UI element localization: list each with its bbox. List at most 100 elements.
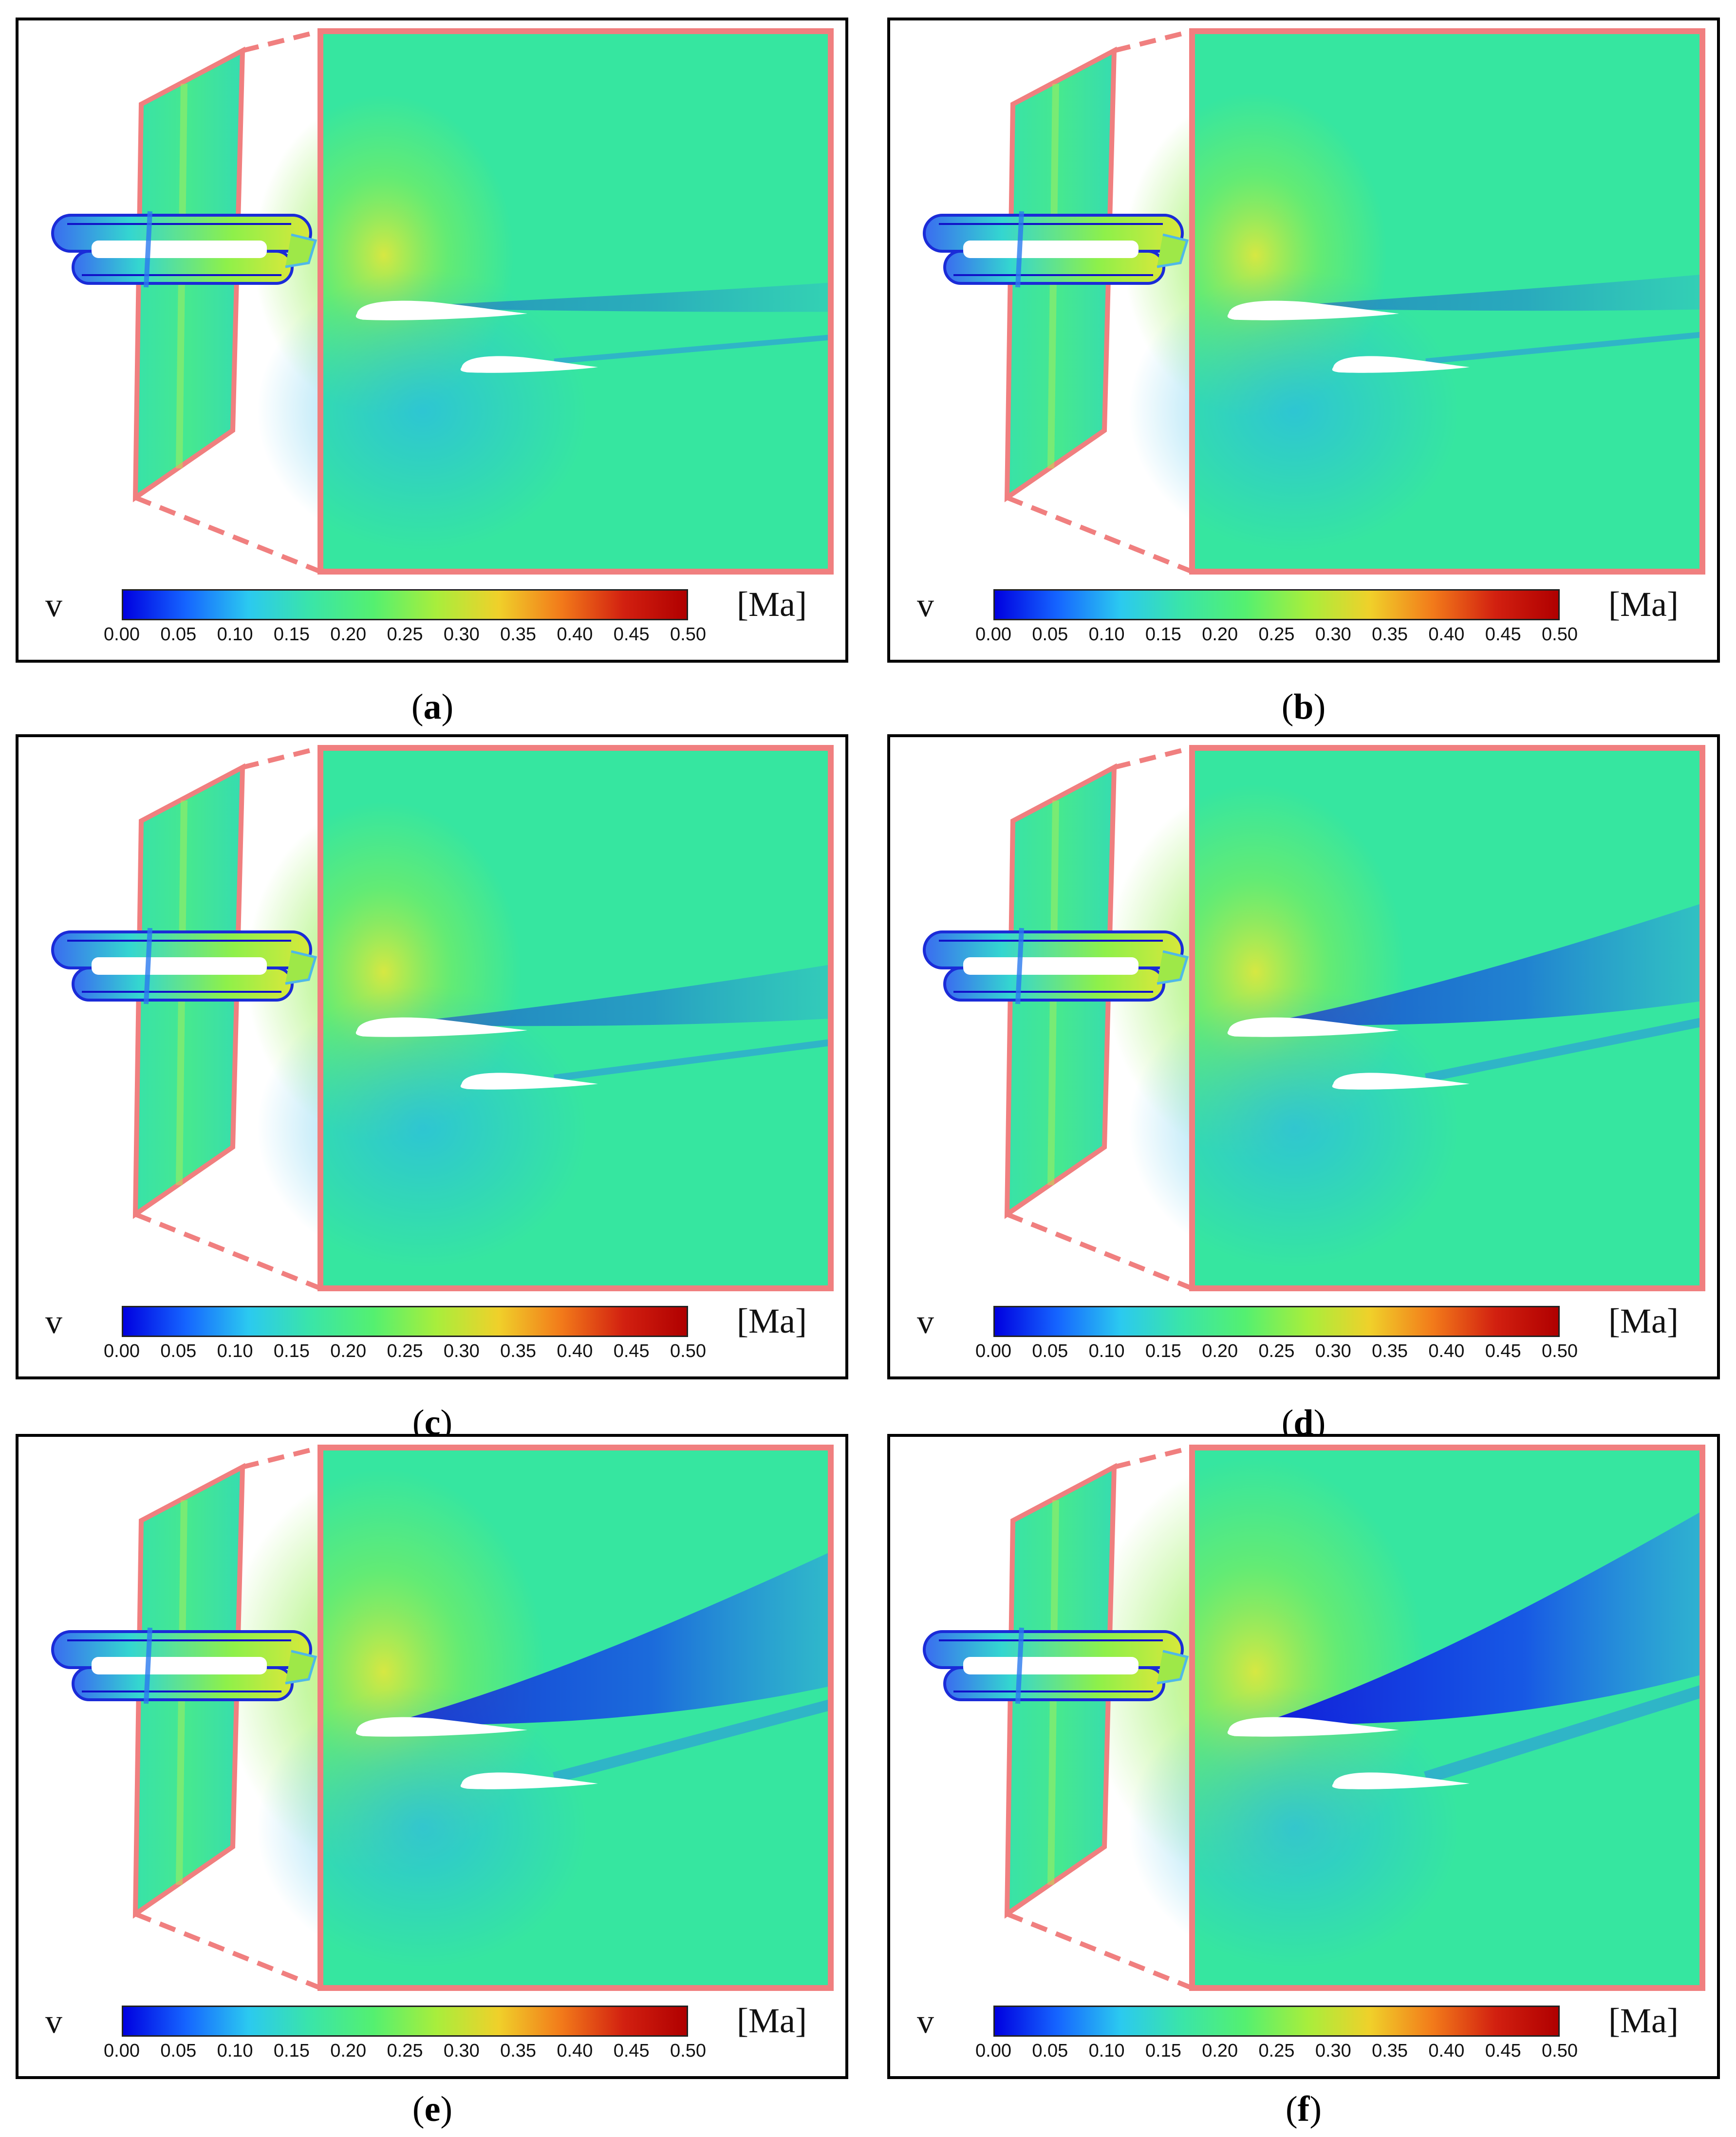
colorbar-tick: 0.25 bbox=[1258, 2041, 1295, 2061]
colorbar-tick: 0.20 bbox=[330, 1341, 367, 1361]
colorbar-tick: 0.45 bbox=[613, 1341, 650, 1361]
colorbar-unit: [Ma] bbox=[737, 1301, 807, 1340]
zoom-connector-top bbox=[1113, 745, 1193, 770]
flow-scene bbox=[51, 745, 834, 1291]
zoom-connector-bottom bbox=[1006, 1912, 1193, 1990]
upper-airfoil bbox=[1227, 1017, 1399, 1037]
colorbar-tick: 0.10 bbox=[217, 624, 253, 645]
zoom-connector-top bbox=[242, 29, 321, 53]
slice-cut bbox=[144, 211, 152, 288]
lower-wake bbox=[553, 1699, 832, 1784]
ring-tip bbox=[1157, 233, 1189, 268]
colorbar-tick: 0.15 bbox=[273, 624, 310, 645]
low-speed-region bbox=[257, 1686, 588, 1969]
colorbar-unit: [Ma] bbox=[737, 585, 807, 624]
colorbar-tick: 0.50 bbox=[1542, 2041, 1578, 2061]
zoom-connector-bottom bbox=[134, 1912, 321, 1990]
colorbar-tick: 0.45 bbox=[1485, 1341, 1521, 1361]
upper-wake bbox=[386, 282, 831, 312]
colorbar-tick: 0.40 bbox=[1428, 2041, 1465, 2061]
ring-opening bbox=[963, 241, 1139, 258]
ring-opening bbox=[963, 957, 1139, 975]
lower-wake bbox=[1425, 1017, 1703, 1083]
colorbar-tick: 0.10 bbox=[217, 1341, 253, 1361]
colorbar-tick: 0.45 bbox=[1485, 2041, 1521, 2061]
caption-b: (b) bbox=[1281, 687, 1326, 727]
flow-scene bbox=[923, 28, 1705, 575]
upper-wake bbox=[1258, 903, 1702, 1025]
colorbar-tick: 0.40 bbox=[557, 2041, 593, 2061]
colorbar-tick: 0.00 bbox=[975, 1341, 1011, 1361]
low-speed-region bbox=[1129, 1686, 1460, 1969]
colorbar-unit: [Ma] bbox=[1608, 585, 1679, 624]
panel-b: v [Ma] 0.00 0.05 0.10 0.15 0.20 0.25 0.30 0.35 0… bbox=[887, 18, 1720, 663]
colorbar-variable: v bbox=[45, 2003, 62, 2041]
colorbar-tick: 0.25 bbox=[1258, 624, 1295, 645]
slice-cut bbox=[144, 1627, 152, 1704]
colorbar bbox=[122, 589, 688, 620]
colorbar-tick: 0.15 bbox=[1145, 624, 1181, 645]
low-speed-region bbox=[1129, 986, 1460, 1269]
colorbar-tick: 0.00 bbox=[975, 624, 1011, 645]
panel-c: v [Ma] 0.00 0.05 0.10 0.15 0.20 0.25 0.30 0.35 0… bbox=[16, 734, 848, 1379]
panel-f: v [Ma] 0.00 0.05 0.10 0.15 0.20 0.25 0.30 0.35 0… bbox=[887, 1434, 1720, 2079]
flow-scene bbox=[923, 1445, 1705, 1991]
ring-tip bbox=[285, 950, 317, 985]
colorbar-tick: 0.40 bbox=[1428, 624, 1465, 645]
colorbar bbox=[993, 2006, 1560, 2037]
ring-opening bbox=[92, 241, 267, 258]
colorbar-tick: 0.50 bbox=[670, 624, 706, 645]
zoom-frame bbox=[1189, 28, 1705, 575]
colorbar-variable: v bbox=[45, 587, 62, 624]
lower-airfoil bbox=[1332, 1073, 1470, 1090]
colorbar-tick: 0.05 bbox=[1032, 1341, 1068, 1361]
colorbar-tick: 0.50 bbox=[670, 1341, 706, 1361]
zoom-connector-top bbox=[242, 1445, 321, 1469]
slice-cut bbox=[1015, 1627, 1024, 1704]
colorbar-unit: [Ma] bbox=[737, 2001, 807, 2040]
colorbar-tick: 0.25 bbox=[1258, 1341, 1295, 1361]
colorbar-tick: 0.15 bbox=[1145, 1341, 1181, 1361]
caption-f: (f) bbox=[1286, 2089, 1322, 2129]
flow-scene bbox=[51, 28, 834, 575]
colorbar-variable: v bbox=[917, 587, 934, 624]
low-speed-region bbox=[257, 986, 588, 1269]
zoom-frame bbox=[1189, 745, 1705, 1291]
ring-tip bbox=[1157, 950, 1189, 985]
colorbar-unit: [Ma] bbox=[1608, 1301, 1679, 1340]
colorbar-tick: 0.45 bbox=[1485, 624, 1521, 645]
lower-airfoil bbox=[460, 1073, 598, 1090]
colorbar-tick: 0.50 bbox=[670, 2041, 706, 2061]
colorbar-tick: 0.20 bbox=[330, 2041, 367, 2061]
colorbar-tick: 0.05 bbox=[160, 624, 197, 645]
caption-a: (a) bbox=[411, 687, 454, 727]
colorbar-tick: 0.00 bbox=[975, 2041, 1011, 2061]
zoom-connector-bottom bbox=[134, 495, 321, 574]
ring-tip bbox=[285, 1650, 317, 1685]
zoom-connector-top bbox=[1113, 29, 1193, 53]
colorbar-tick: 0.25 bbox=[387, 624, 423, 645]
ring-tip bbox=[285, 233, 317, 268]
colorbar-tick: 0.30 bbox=[1315, 624, 1351, 645]
colorbar-variable: v bbox=[917, 1303, 934, 1341]
colorbar-tick: 0.25 bbox=[387, 1341, 423, 1361]
low-speed-region bbox=[1129, 270, 1460, 552]
colorbar-tick: 0.35 bbox=[1372, 2041, 1408, 2061]
colorbar-tick: 0.05 bbox=[160, 1341, 197, 1361]
colorbar-unit: [Ma] bbox=[1608, 2001, 1679, 2040]
colorbar-tick: 0.10 bbox=[1088, 624, 1125, 645]
lower-airfoil bbox=[460, 1772, 598, 1789]
colorbar-tick: 0.35 bbox=[500, 1341, 537, 1361]
colorbar-tick: 0.20 bbox=[1202, 2041, 1238, 2061]
colorbar-tick: 0.15 bbox=[273, 2041, 310, 2061]
colorbar-tick: 0.00 bbox=[104, 624, 140, 645]
colorbar-tick: 0.20 bbox=[330, 624, 367, 645]
colorbar-tick: 0.00 bbox=[104, 1341, 140, 1361]
zoom-connector-top bbox=[1113, 1445, 1193, 1469]
colorbar-tick: 0.10 bbox=[1088, 1341, 1125, 1361]
colorbar-variable: v bbox=[917, 2003, 934, 2041]
colorbar-tick: 0.30 bbox=[443, 1341, 480, 1361]
colorbar bbox=[993, 589, 1560, 620]
zoom-connector-bottom bbox=[1006, 495, 1193, 574]
zoom-connector-top bbox=[242, 745, 321, 770]
